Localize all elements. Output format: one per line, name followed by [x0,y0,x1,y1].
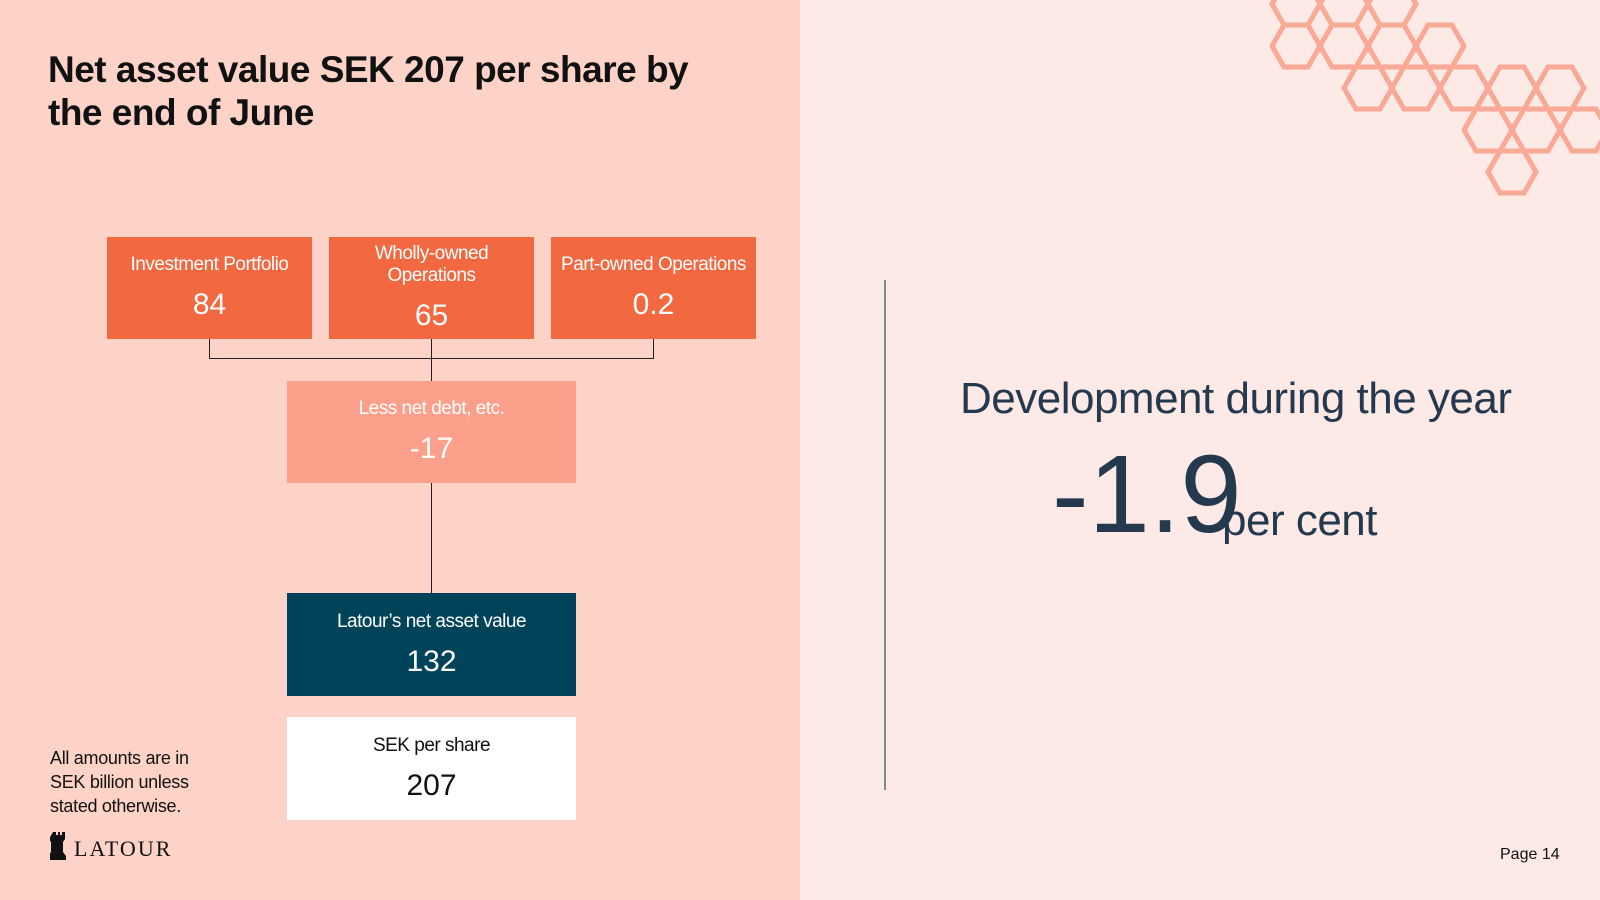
box-value: 207 [406,768,457,802]
box-investment-portfolio: Investment Portfolio 84 [107,237,312,339]
box-value: 0.2 [632,288,675,321]
latour-logo: LATOUR [50,832,172,860]
footnote: All amounts are in SEK billion unless st… [50,746,200,818]
box-label: Latour’s net asset value [336,610,527,632]
box-label: Investment Portfolio [130,254,289,275]
box-value: -17 [409,432,454,465]
box-net-asset-value: Latour’s net asset value 132 [287,593,576,696]
box-wholly-owned-operations: Wholly-owned Operations 65 [329,237,534,339]
connector-line [209,339,210,359]
connector-line [431,483,432,593]
vertical-divider [884,280,886,790]
honeycomb-decoration [1269,0,1600,196]
box-part-owned-operations: Part-owned Operations 0.2 [551,237,756,339]
page-title: Net asset value SEK 207 per share by the… [48,49,689,133]
box-value: 65 [414,299,449,332]
rook-icon [50,832,66,860]
box-label: Part-owned Operations [561,254,746,275]
connector-line [431,339,432,381]
footnote-text: All amounts are in SEK billion unless st… [50,748,189,816]
right-panel [800,0,1600,900]
development-value: -1.9 [1052,433,1242,556]
connector-line [653,339,654,359]
development-heading: Development during the year [960,374,1512,423]
box-value: 132 [406,644,457,678]
logo-text: LATOUR [74,836,173,861]
box-label: SEK per share [372,734,491,756]
box-label: Less net debt, etc. [358,398,505,419]
box-less-net-debt: Less net debt, etc. -17 [287,381,576,483]
box-sek-per-share: SEK per share 207 [287,717,576,820]
box-value: 84 [192,288,227,321]
development-unit: per cent [1222,496,1377,545]
page-number: Page 14 [1500,846,1560,863]
box-label: Wholly-owned Operations [374,243,489,286]
